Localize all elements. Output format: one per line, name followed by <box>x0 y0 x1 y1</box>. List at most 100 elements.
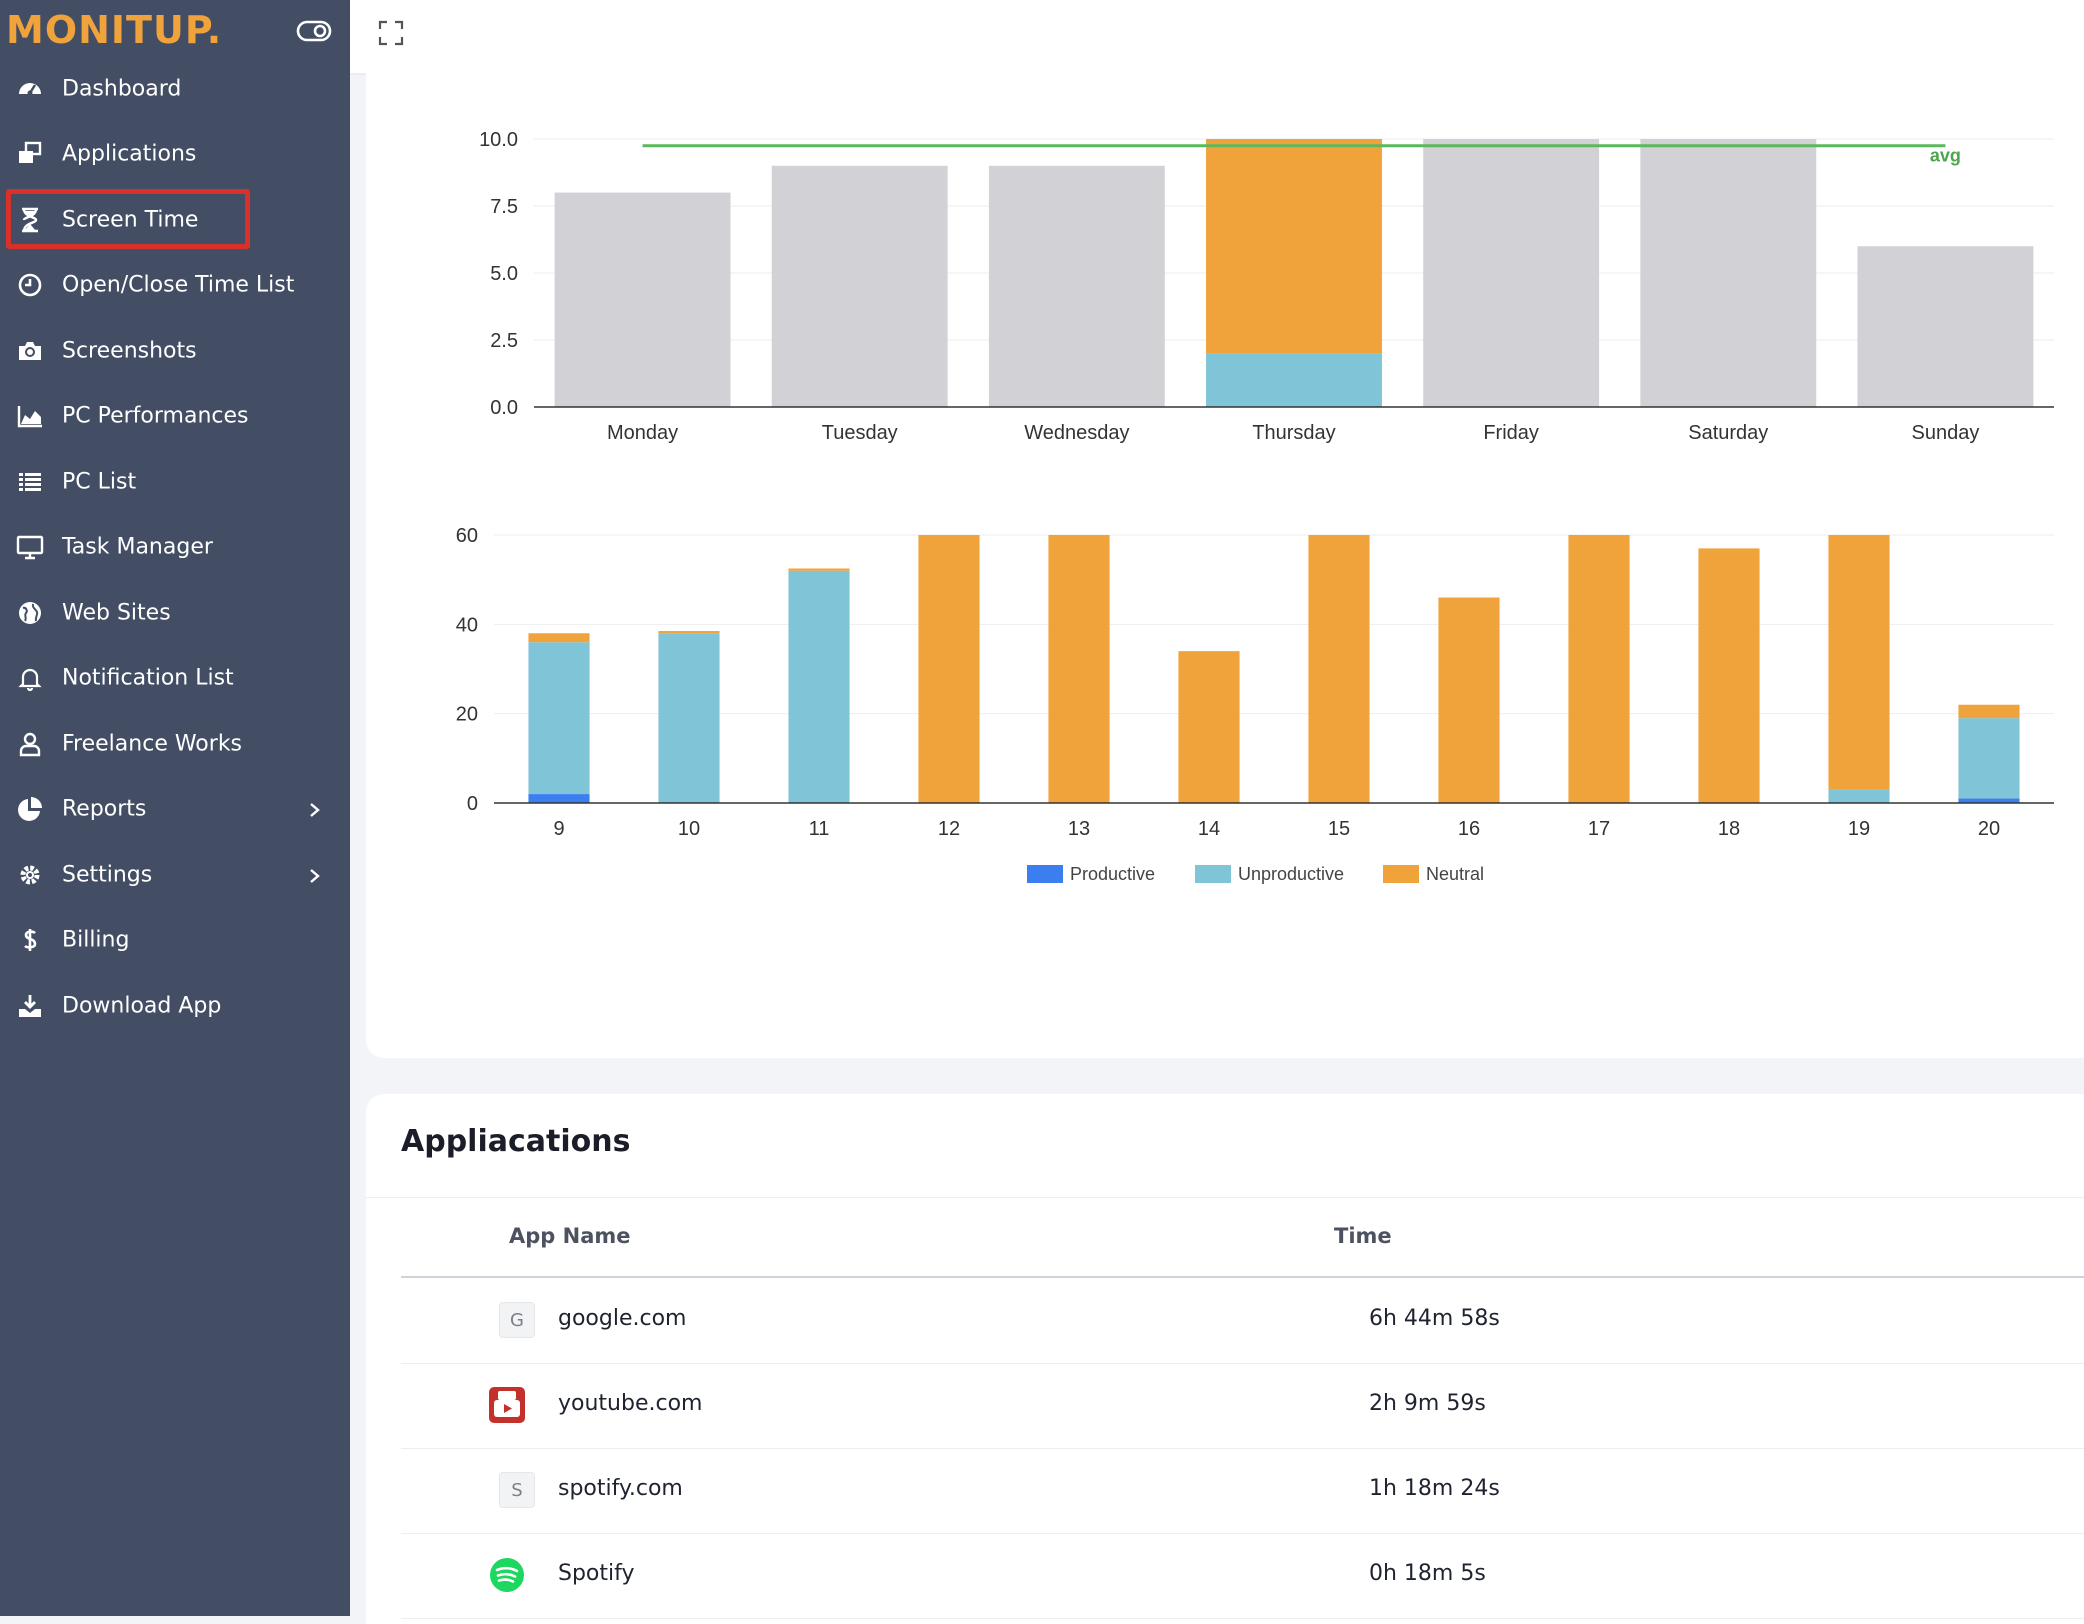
bar-segment <box>658 631 720 634</box>
monitor-icon <box>16 533 44 561</box>
sidebar-item-reports[interactable]: Reports <box>0 777 350 843</box>
charts-card: 0.0 2.5 5.0 7.5 10.0 Monday Tuesday Wednesday Th… <box>366 73 2084 1058</box>
sidebar-toggle-icon[interactable] <box>296 18 332 44</box>
bell-icon <box>16 664 44 692</box>
bar-segment <box>528 794 590 803</box>
x-tick-label: Saturday <box>1688 422 1768 444</box>
area-chart-icon <box>16 402 44 430</box>
bar-segment <box>1568 535 1630 803</box>
sidebar-item-label: PC Performances <box>62 403 249 429</box>
sidebar-item-label: Reports <box>62 796 147 822</box>
user-icon <box>16 730 44 758</box>
app-time: 1h 18m 24s <box>1369 1476 1500 1501</box>
y-tick-label: 20 <box>456 704 478 726</box>
sidebar-item-pc-performances[interactable]: PC Performances <box>0 384 350 450</box>
sidebar-item-dashboard[interactable]: Dashboard <box>0 56 350 122</box>
chevron-right-icon[interactable] <box>306 866 324 884</box>
download-icon <box>16 992 44 1020</box>
app-letter-icon: S <box>499 1472 535 1508</box>
sidebar-item-label: Freelance Works <box>62 731 243 757</box>
y-tick-label: 10.0 <box>479 129 518 151</box>
chevron-right-icon[interactable] <box>306 800 324 818</box>
sidebar-item-billing[interactable]: Billing <box>0 908 350 974</box>
bar-segment <box>1308 535 1370 803</box>
sidebar-item-web-sites[interactable]: Web Sites <box>0 580 350 646</box>
bar-segment <box>1828 789 1890 803</box>
sidebar-item-screen-time[interactable]: Screen Time <box>0 187 350 253</box>
x-tick-label: Wednesday <box>1024 422 1129 444</box>
bar-segment <box>788 568 850 571</box>
sidebar-item-notification-list[interactable]: Notification List <box>0 646 350 712</box>
table-row[interactable]: youtube.com 2h 9m 59s <box>401 1363 2084 1449</box>
brand-logo[interactable]: MONITUP. <box>6 8 223 52</box>
sidebar-item-label: Web Sites <box>62 600 171 626</box>
sidebar-item-label: Open/Close Time List <box>62 272 295 298</box>
camera-icon <box>16 337 44 365</box>
bar-segment <box>528 642 590 795</box>
spotify-icon <box>489 1557 525 1593</box>
bar-segment <box>788 570 850 803</box>
bar-segment <box>1958 718 2020 799</box>
bar-segment <box>988 165 1165 407</box>
clock-icon <box>16 271 44 299</box>
sidebar-item-label: Applications <box>62 141 197 167</box>
sidebar-item-pc-list[interactable]: PC List <box>0 449 350 515</box>
x-tick-label: 18 <box>1718 818 1740 840</box>
y-tick-label: 40 <box>456 614 478 636</box>
sidebar-item-open-close-time-list[interactable]: Open/Close Time List <box>0 253 350 319</box>
avg-label: avg <box>1930 146 1961 166</box>
table-row[interactable]: Spotify 0h 18m 5s <box>401 1533 2084 1619</box>
sidebar-item-label: PC List <box>62 469 137 495</box>
bar-segment <box>918 535 980 803</box>
top-bar <box>350 0 2084 73</box>
x-tick-label: 16 <box>1458 818 1480 840</box>
bar-segment <box>1698 548 1760 803</box>
pie-chart-icon <box>16 795 44 823</box>
x-tick-label: Tuesday <box>822 422 898 444</box>
bar-segment <box>1958 704 2020 719</box>
column-header-app-name[interactable]: App Name <box>509 1224 631 1248</box>
x-tick-label: 12 <box>938 818 960 840</box>
bar-segment <box>554 192 731 407</box>
sidebar-item-screenshots[interactable]: Screenshots <box>0 318 350 384</box>
sidebar-item-freelance-works[interactable]: Freelance Works <box>0 711 350 777</box>
app-name: youtube.com <box>558 1391 703 1416</box>
globe-icon <box>16 599 44 627</box>
hourglass-icon <box>16 206 44 234</box>
fullscreen-icon[interactable] <box>378 20 404 46</box>
app-name: Spotify <box>558 1561 635 1586</box>
sidebar-item-download-app[interactable]: Download App <box>0 973 350 1039</box>
list-icon <box>16 468 44 496</box>
app-time: 0h 18m 5s <box>1369 1561 1486 1586</box>
legend-label: Unproductive <box>1238 864 1344 884</box>
bar-segment <box>771 165 948 407</box>
y-tick-label: 0.0 <box>490 397 518 419</box>
bar-segment <box>1178 651 1240 803</box>
sidebar-item-applications[interactable]: Applications <box>0 122 350 188</box>
bar-segment <box>1438 597 1500 803</box>
sidebar-item-task-manager[interactable]: Task Manager <box>0 515 350 581</box>
sidebar-nav: Dashboard Applications Screen Time Open/Clo… <box>0 56 350 1039</box>
sidebar-item-label: Download App <box>62 993 222 1019</box>
x-tick-label: 17 <box>1588 818 1610 840</box>
app-name: google.com <box>558 1306 687 1331</box>
x-tick-label: 20 <box>1978 818 2000 840</box>
table-header-line <box>401 1276 2084 1278</box>
column-header-time[interactable]: Time <box>1334 1224 1392 1248</box>
x-tick-label: 10 <box>678 818 700 840</box>
app-time: 6h 44m 58s <box>1369 1306 1500 1331</box>
bar-segment <box>1423 139 1600 407</box>
app-time: 2h 9m 59s <box>1369 1391 1486 1416</box>
sidebar-item-settings[interactable]: Settings <box>0 842 350 908</box>
x-tick-label: Monday <box>607 422 678 444</box>
gear-icon <box>16 861 44 889</box>
legend-swatch <box>1027 865 1063 883</box>
y-tick-label: 7.5 <box>490 196 518 218</box>
bar-segment <box>528 633 590 643</box>
y-tick-label: 60 <box>456 525 478 547</box>
sidebar-item-label: Dashboard <box>62 76 182 102</box>
x-tick-label: Sunday <box>1912 422 1980 444</box>
